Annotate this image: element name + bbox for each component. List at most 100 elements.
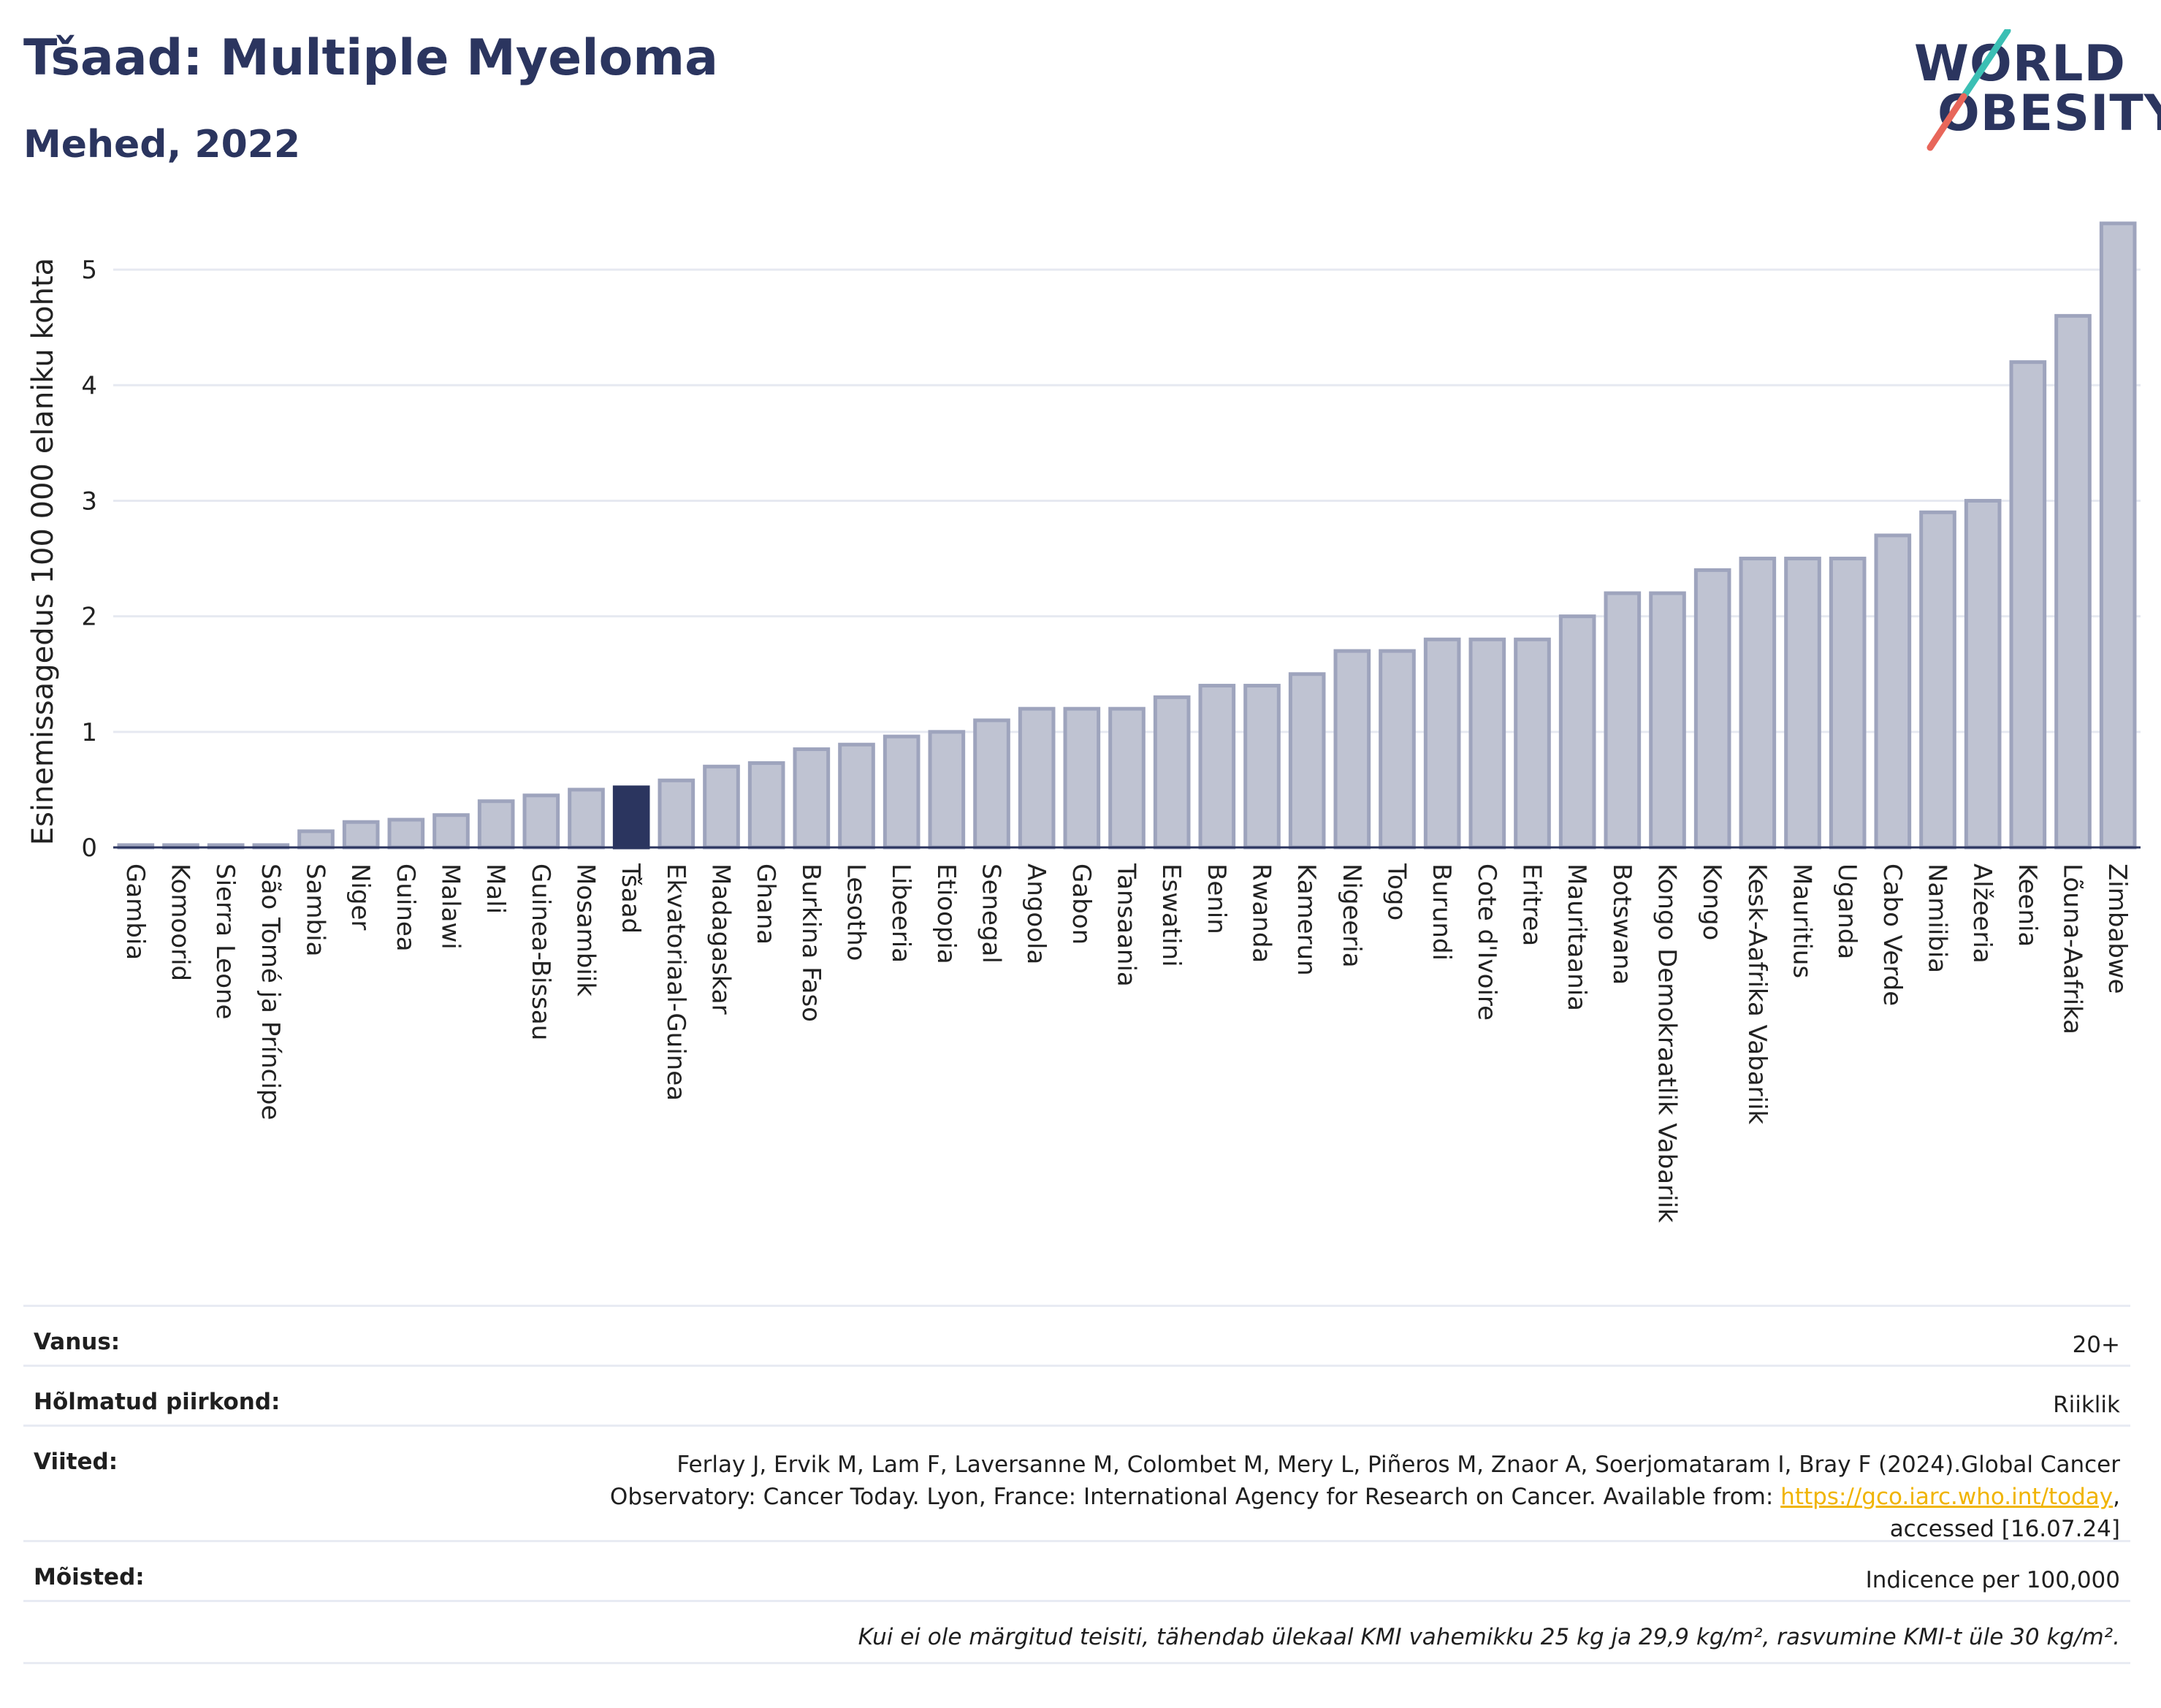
bar [1874,533,1912,850]
bar [1288,672,1326,850]
x-tick-label: Kesk-Aafrika Vabariik [1742,863,1772,1124]
x-tick-label: Eswatini [1156,863,1186,967]
bar [2054,313,2092,850]
x-tick-label: Uganda [1832,863,1861,959]
definitions-label: Mõisted: [34,1564,145,1590]
coverage-value: Riiklik [2053,1392,2120,1418]
x-tick-label: Togo [1382,863,1411,920]
x-tick-label: Sierra Leone [210,863,240,1019]
bar [2099,221,2137,850]
references-line-1: Ferlay J, Ervik M, Lam F, Laversanne M, … [676,1452,2120,1478]
x-tick-label: Tansaania [1112,863,1141,987]
bar [1063,706,1101,850]
x-tick-label: Zimbabwe [2103,863,2132,994]
references-value: Ferlay J, Ervik M, Lam F, Laversanne M, … [610,1449,2120,1545]
bar [1514,637,1551,850]
bar [1423,637,1461,850]
x-tick-label: Botswana [1607,863,1636,985]
page-subtitle: Mehed, 2022 [23,123,301,167]
x-tick-label: Cabo Verde [1878,863,1907,1006]
x-tick-label: Ekvatoriaal-Guinea [661,863,690,1101]
bar [1198,684,1236,850]
bar [1784,557,1821,850]
x-tick-label: Kongo Demokraatlik Vabariik [1653,863,1682,1223]
y-tick-label: 1 [81,718,97,747]
x-tick-label: São Tomé ja Príncipe [256,863,285,1120]
x-tick-label: Kongo [1697,863,1726,940]
x-tick-label: Rwanda [1247,863,1276,963]
bar [1379,649,1416,850]
logo-slash-icon [1926,29,2011,151]
x-tick-label: Angoola [1021,863,1051,964]
coverage-label: Hõlmatud piirkond: [34,1389,281,1415]
bar [477,799,515,850]
y-tick-label: 0 [81,834,97,863]
bar [1739,557,1777,850]
bar-chart: 0 1 2 3 4 5 Esinemissagedus 100 000 elaniku ko… [26,221,2141,1223]
x-tick-label: Ghana [751,863,780,945]
age-label: Vanus: [34,1329,121,1355]
references-line-3: accessed [16.07.24] [1889,1516,2120,1542]
x-tick-label: Benin [1202,863,1231,934]
bar [1108,706,1146,850]
references-label: Viited: [34,1449,118,1475]
bar [1243,684,1281,850]
definitions-value: Indicence per 100,000 [1865,1567,2120,1593]
x-tick-label: Madagaskar [706,863,736,1015]
x-tick-label: Guinea [391,863,420,952]
bar [522,793,560,850]
x-tick-label: Eritrea [1517,863,1547,946]
bar [1829,557,1867,850]
meta-row-coverage: Hõlmatud piirkond: Riiklik [23,1365,2130,1427]
bar [1153,695,1191,850]
logo-line-1: WORLD [1914,35,2126,93]
meta-row-definitions: Mõisted: Indicence per 100,000 [23,1540,2130,1602]
world-obesity-logo: WORLD OBESITY [1899,29,2161,153]
bar [1018,706,1056,850]
y-tick-label: 3 [81,487,97,516]
references-link[interactable]: https://gco.iarc.who.int/today [1780,1484,2114,1510]
bar [883,734,921,850]
y-tick-label: 2 [81,603,97,632]
x-tick-label: Mali [481,863,510,914]
bar [432,813,470,850]
x-tick-label: Lõuna-Aafrika [2058,863,2087,1034]
x-tick-label: Mauritius [1788,863,1817,978]
bar [1693,568,1731,850]
bar [793,747,831,850]
y-tick-label: 5 [81,256,97,285]
meta-row-note: Kui ei ole märgitud teisiti, tähendab ül… [23,1600,2130,1664]
x-tick-label: Burundi [1427,863,1456,961]
bar [1333,649,1371,850]
bar [612,785,650,850]
x-tick-label: Gabon [1067,863,1096,945]
x-tick-label: Mosambiik [571,863,601,996]
bar [1649,591,1686,850]
x-tick-label: Mauritaania [1562,863,1591,1011]
bar [387,817,425,850]
meta-row-age: Vanus: 20+ [23,1305,2130,1367]
logo-line-2: OBESITY [1937,85,2161,142]
bar [703,764,740,850]
y-tick-label: 4 [81,371,97,400]
x-tick-label: Sambia [301,863,330,956]
y-axis-label: Esinemissagedus 100 000 elaniku kohta [26,258,60,845]
x-tick-label: Kamerun [1292,863,1321,976]
footnote: Kui ei ole märgitud teisiti, tähendab ül… [858,1624,2120,1650]
references-line-2-text: Observatory: Cancer Today. Lyon, France:… [609,1484,1781,1510]
x-tick-label: Komoorid [166,863,195,981]
x-tick-label: Cote d'Ivoire [1472,863,1501,1021]
x-tick-label: Guinea-Bissau [526,863,555,1040]
x-tick-label: Burkina Faso [796,863,826,1022]
references-line-2-end: , [2113,1484,2120,1510]
meta-row-references: Viited: Ferlay J, Ervik M, Lam F, Lavers… [23,1425,2130,1542]
bar [1919,510,1956,850]
bar [1558,614,1596,850]
x-tick-label: Gambia [121,863,150,960]
bar [658,778,695,850]
bar [2009,360,2047,850]
bar [1964,498,2002,850]
x-tick-label: Namiibia [1923,863,1952,973]
bar [838,742,875,850]
page-title: Tšaad: Multiple Myeloma [23,29,719,87]
